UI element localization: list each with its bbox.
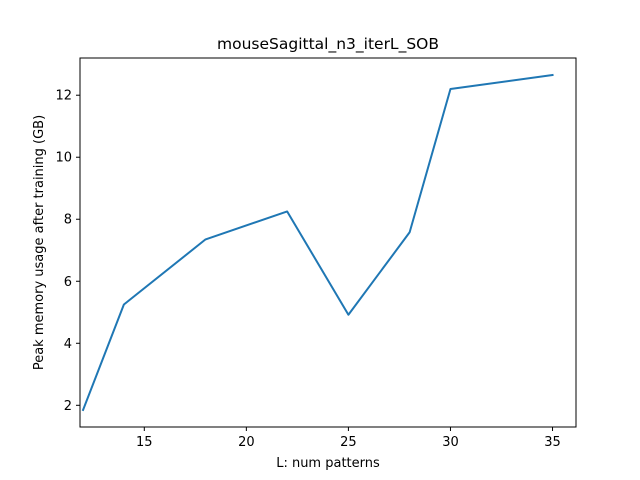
y-tick-label: 12 bbox=[55, 89, 72, 104]
y-tick-label: 2 bbox=[64, 399, 72, 414]
x-tick-label: 35 bbox=[544, 435, 561, 450]
y-axis-label: Peak memory usage after training (GB) bbox=[32, 115, 47, 370]
y-tick-label: 6 bbox=[64, 275, 72, 290]
series-layer bbox=[81, 73, 554, 412]
x-axis: 15 20 25 30 35 bbox=[136, 427, 561, 450]
y-axis: 2 4 6 8 10 12 bbox=[55, 89, 80, 414]
x-axis-label: L: num patterns bbox=[276, 456, 380, 471]
plot-area bbox=[79, 57, 577, 428]
series-line bbox=[81, 73, 554, 412]
x-tick-label: 30 bbox=[442, 435, 459, 450]
x-tick-label: 15 bbox=[136, 435, 153, 450]
chart-title: mouseSagittal_n3_iterL_SOB bbox=[217, 35, 439, 54]
y-tick-label: 8 bbox=[64, 213, 72, 228]
x-tick-label: 20 bbox=[238, 435, 255, 450]
y-tick-label: 4 bbox=[64, 337, 72, 352]
x-tick-label: 25 bbox=[340, 435, 357, 450]
plot-frame bbox=[79, 57, 577, 428]
y-tick-label: 10 bbox=[55, 151, 72, 166]
